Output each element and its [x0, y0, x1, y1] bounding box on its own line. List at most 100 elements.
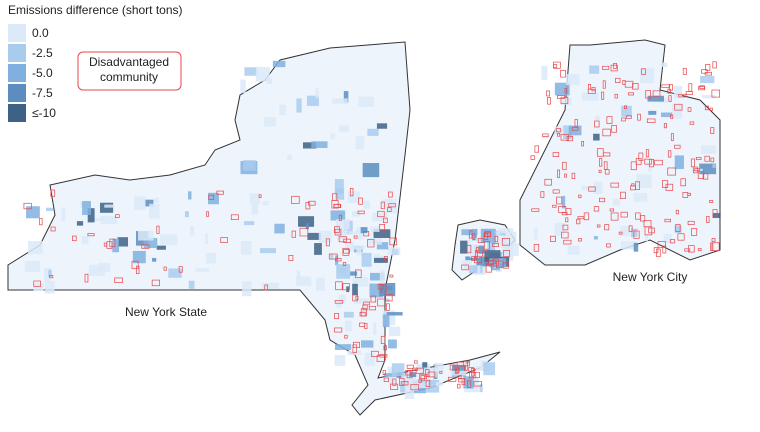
tract-outline: [461, 378, 466, 386]
tract-outline: [682, 67, 687, 75]
shade-patch: [467, 232, 472, 246]
tract-outline: [114, 277, 123, 283]
shade-patch: [385, 298, 390, 302]
tract-outline: [581, 140, 584, 147]
shade-patch: [660, 112, 673, 118]
tract-outline: [606, 243, 611, 248]
shade-patch: [630, 228, 638, 238]
shade-patch: [502, 248, 514, 261]
legend-label: -2.5: [32, 46, 53, 60]
tract-outline: [206, 211, 209, 217]
shade-patch: [48, 269, 52, 278]
shade-patch: [541, 65, 548, 80]
shade-patch: [674, 155, 684, 170]
tract-outline: [338, 214, 342, 221]
shade-patch: [134, 196, 146, 210]
shade-patch: [581, 186, 598, 191]
shade-patch: [360, 340, 374, 348]
shade-patch: [287, 154, 293, 160]
tract-outline: [712, 209, 718, 218]
tract-outline: [571, 126, 579, 131]
shade-patch: [382, 314, 390, 328]
tract-outline: [388, 191, 393, 198]
shade-patch: [648, 165, 652, 173]
shade-patch: [82, 201, 91, 215]
shade-patch: [188, 191, 192, 200]
tract-outline: [614, 93, 618, 99]
tract-outline: [684, 248, 691, 252]
tract-outline: [389, 237, 397, 246]
tract-outline: [344, 334, 348, 339]
tract-outline: [555, 128, 562, 133]
shade-patch: [633, 192, 648, 202]
tract-outline: [352, 293, 359, 302]
tract-outline: [624, 105, 628, 109]
shade-patch: [673, 85, 683, 99]
tract-outline: [136, 265, 140, 275]
shade-patch: [356, 248, 362, 256]
tract-outline: [644, 226, 653, 236]
shade-patch: [621, 241, 637, 250]
tract-outline: [663, 123, 667, 129]
tract-outline: [465, 360, 469, 364]
tract-outline: [72, 235, 77, 242]
tract-outline: [687, 220, 695, 225]
tract-outline: [494, 235, 499, 243]
tract-outline: [208, 194, 215, 200]
shade-patch: [367, 128, 379, 136]
tract-outline: [657, 241, 666, 248]
tract-outline: [615, 77, 621, 83]
shade-patch: [316, 277, 325, 291]
shade-patch: [581, 92, 599, 101]
tract-outline: [502, 262, 509, 269]
tract-outline: [633, 230, 640, 239]
shade-patch: [404, 384, 415, 400]
tract-outline: [645, 149, 650, 158]
tract-outline: [472, 371, 480, 378]
shade-patch: [255, 66, 270, 82]
shade-patch: [636, 174, 652, 188]
tract-outline: [698, 86, 706, 91]
tract-outline: [562, 224, 569, 231]
shade-patch: [701, 145, 717, 154]
tract-outline: [418, 378, 422, 383]
shade-patch: [279, 104, 287, 116]
shade-patch: [660, 62, 668, 68]
shade-patch: [450, 370, 467, 376]
tract-outline: [710, 157, 715, 163]
shade-patch: [244, 67, 258, 76]
tract-outline: [103, 242, 108, 247]
tract-outline: [484, 231, 491, 237]
tract-outline: [476, 246, 480, 253]
shade-patch: [561, 195, 566, 209]
shade-patch: [347, 351, 362, 356]
shade-patch: [302, 142, 317, 149]
tract-outline: [561, 231, 569, 239]
shade-patch: [477, 265, 481, 274]
shade-patch: [45, 207, 54, 212]
shade-patch: [336, 264, 351, 279]
tract-outline: [598, 169, 602, 173]
tract-outline: [560, 70, 566, 78]
shade-patch: [474, 245, 485, 254]
shade-patch: [296, 276, 312, 286]
shade-patch: [620, 226, 631, 237]
tract-outline: [477, 238, 485, 244]
shade-patch: [143, 237, 158, 248]
shade-patch: [156, 245, 166, 250]
tract-outline: [654, 159, 663, 166]
tract-outline: [704, 72, 712, 76]
map-label: New York City: [613, 270, 688, 284]
shade-patch: [561, 98, 572, 105]
shade-patch: [335, 188, 345, 200]
shade-patch: [132, 250, 146, 264]
tract-outline: [705, 64, 711, 71]
tract-outline: [533, 243, 540, 252]
tract-outline: [667, 88, 671, 94]
tract-outline: [599, 197, 606, 203]
tract-outline: [151, 279, 160, 287]
shade-patch: [364, 352, 375, 366]
tract-outline: [469, 372, 477, 379]
